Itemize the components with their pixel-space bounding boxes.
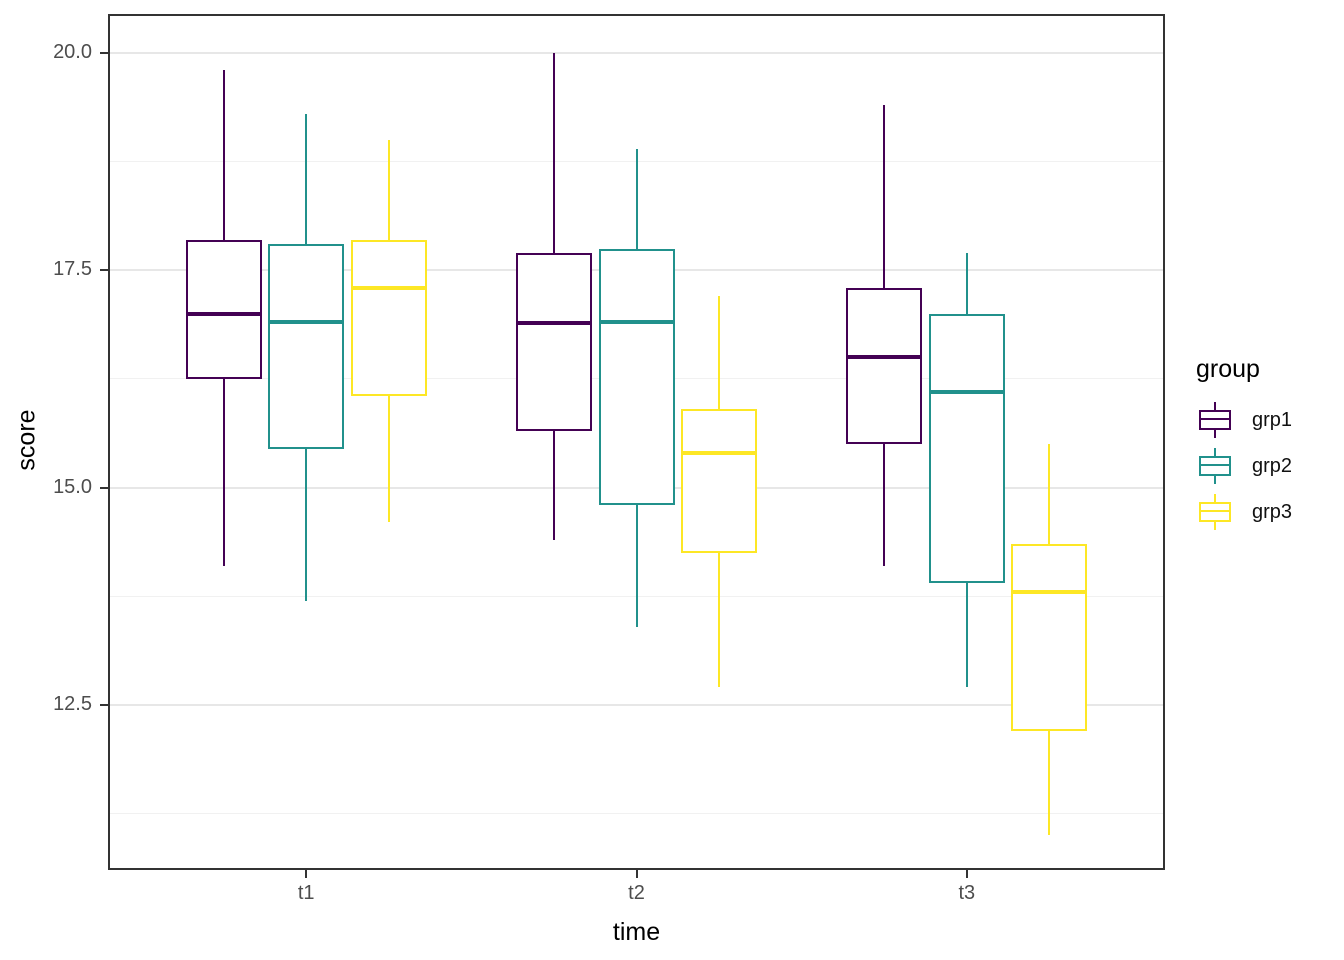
- median-grp2-t1: [268, 320, 345, 325]
- y-tick-label-12.5: 12.5: [53, 692, 92, 715]
- whisker-lower-grp1-t2: [553, 431, 555, 540]
- whisker-upper-grp3-t2: [718, 296, 720, 410]
- legend-title: group: [1196, 355, 1260, 383]
- y-tick-mark-20: [100, 52, 108, 55]
- y-tick-label-20: 20.0: [53, 40, 92, 63]
- x-tick-label-t2: t2: [628, 882, 645, 904]
- y-tick-mark-17.5: [100, 269, 108, 272]
- boxplot-key-icon-grp1: [1196, 397, 1234, 443]
- whisker-lower-grp2-t3: [965, 583, 968, 688]
- x-tick-mark-t3: [965, 870, 968, 878]
- key-box: [1199, 410, 1231, 430]
- box-grp3-t1: [350, 239, 427, 397]
- median-grp2-t2: [598, 320, 675, 325]
- y-axis-title: score: [12, 409, 41, 471]
- x-tick-mark-t1: [305, 870, 308, 878]
- whisker-upper-grp2-t2: [635, 148, 638, 249]
- x-tick-mark-t2: [635, 870, 638, 878]
- x-tick-label-t1: t1: [297, 882, 315, 904]
- whisker-upper-grp3-t3: [1048, 444, 1051, 545]
- boxplot-key-icon-grp3: [1196, 489, 1234, 535]
- box-grp1-t3: [846, 287, 923, 445]
- key-box: [1199, 502, 1231, 522]
- whisker-lower-grp2-t2: [635, 505, 638, 627]
- whisker-lower-grp3-t1: [387, 396, 390, 523]
- whisker-lower-grp1-t3: [883, 444, 886, 566]
- key-median: [1199, 464, 1231, 466]
- median-grp3-t3: [1011, 589, 1088, 594]
- key-median: [1199, 510, 1231, 512]
- key-whisker-bottom: [1214, 522, 1216, 530]
- gridline-major-12.5: [108, 703, 1165, 706]
- y-tick-mark-15: [100, 486, 108, 489]
- y-tick-label-15: 15.0: [53, 475, 92, 498]
- median-grp3-t2: [681, 450, 757, 455]
- whisker-lower-grp3-t2: [718, 552, 720, 688]
- box-grp3-t2: [681, 409, 757, 553]
- whisker-upper-grp2-t1: [305, 113, 308, 245]
- box-grp2-t1: [268, 244, 345, 449]
- whisker-upper-grp1-t2: [553, 53, 555, 253]
- median-grp1-t1: [185, 311, 262, 316]
- legend-label-grp3: grp3: [1252, 500, 1293, 523]
- legend-entry-grp1: grp1: [1196, 397, 1342, 443]
- box-grp1-t2: [516, 252, 592, 432]
- plot-panel: [108, 14, 1165, 870]
- box-grp1-t1: [185, 239, 262, 379]
- y-tick-label-17.5: 17.5: [53, 258, 92, 281]
- box-grp3-t3: [1011, 544, 1088, 731]
- key-whisker-bottom: [1214, 476, 1216, 484]
- median-grp2-t3: [928, 390, 1005, 395]
- key-median: [1199, 418, 1231, 420]
- legend-label-grp1: grp1: [1252, 408, 1293, 431]
- legend-entry-grp3: grp3: [1196, 489, 1342, 535]
- legend-entries: grp1 grp2 grp3: [1196, 397, 1342, 535]
- median-grp3-t1: [350, 285, 427, 290]
- whisker-upper-grp2-t3: [965, 252, 968, 314]
- whisker-upper-grp1-t3: [883, 105, 886, 288]
- key-whisker-top: [1214, 494, 1216, 502]
- gridline-major-20: [108, 52, 1165, 55]
- median-grp1-t2: [516, 320, 592, 325]
- box-grp2-t3: [928, 313, 1005, 584]
- whisker-lower-grp1-t1: [222, 378, 225, 566]
- median-grp1-t3: [846, 355, 923, 360]
- key-whisker-top: [1214, 402, 1216, 410]
- x-axis-title: time: [612, 918, 661, 946]
- key-whisker-top: [1214, 448, 1216, 456]
- gridline-minor-11.25: [108, 813, 1165, 814]
- box-grp2-t2: [598, 248, 675, 505]
- legend-label-grp2: grp2: [1252, 454, 1293, 477]
- whisker-upper-grp1-t1: [222, 70, 225, 240]
- x-tick-label-t3: t3: [958, 882, 976, 904]
- key-box: [1199, 456, 1231, 476]
- legend-entry-grp2: grp2: [1196, 443, 1342, 489]
- whisker-lower-grp3-t3: [1048, 730, 1051, 836]
- key-whisker-bottom: [1214, 430, 1216, 438]
- boxplot-key-icon-grp2: [1196, 443, 1234, 489]
- whisker-lower-grp2-t1: [305, 448, 308, 601]
- whisker-upper-grp3-t1: [387, 140, 390, 240]
- y-tick-mark-12.5: [100, 703, 108, 706]
- legend: group grp1 grp2 grp3: [1196, 356, 1342, 535]
